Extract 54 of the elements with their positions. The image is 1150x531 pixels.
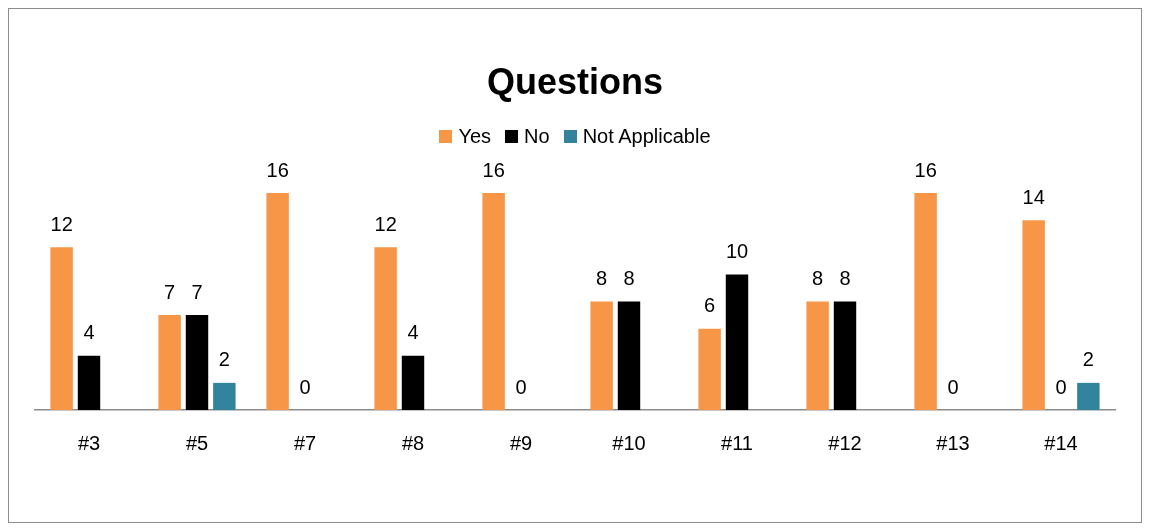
data-label: 2 (218, 348, 230, 371)
bar (1022, 220, 1045, 410)
x-tick-label: #9 (509, 431, 533, 454)
x-tick-label: #13 (936, 431, 970, 454)
bar (698, 328, 721, 410)
data-label: 10 (725, 239, 749, 262)
x-tick-label: #14 (1044, 431, 1078, 454)
bar (806, 301, 829, 410)
bar (266, 193, 289, 410)
legend-label: Not Applicable (582, 124, 711, 148)
bar (374, 247, 397, 410)
bar (158, 315, 181, 410)
bar (213, 382, 236, 410)
bar (185, 315, 209, 410)
x-tick-label: #10 (612, 431, 646, 454)
bar (617, 301, 641, 410)
data-label: 4 (83, 321, 95, 344)
bar (725, 274, 749, 410)
bar (590, 301, 613, 410)
data-label: 16 (482, 158, 505, 181)
data-label: 7 (164, 280, 176, 303)
bar (914, 193, 937, 410)
x-tick-label: #8 (401, 431, 425, 454)
data-label: 0 (299, 375, 311, 398)
legend-label: No (524, 124, 550, 148)
data-label: 16 (266, 158, 289, 181)
bar (833, 301, 857, 410)
chart-title: Questions (486, 60, 664, 103)
x-tick-label: #7 (293, 431, 317, 454)
data-label: 14 (1022, 185, 1045, 208)
data-label: 8 (623, 267, 635, 290)
legend-label: Yes (458, 124, 492, 148)
data-label: 0 (947, 375, 959, 398)
x-tick-label: #12 (828, 431, 862, 454)
bar (50, 247, 73, 410)
data-label: 0 (1055, 375, 1067, 398)
data-label: 6 (704, 294, 716, 317)
x-tick-label: #3 (77, 431, 101, 454)
data-label: 8 (839, 267, 851, 290)
data-label: 8 (812, 267, 824, 290)
x-tick-label: #5 (185, 431, 209, 454)
data-label: 0 (515, 375, 527, 398)
bar (401, 355, 425, 410)
data-label: 12 (374, 212, 397, 235)
x-tick-label: #11 (721, 431, 753, 454)
data-label: 7 (191, 280, 203, 303)
data-label: 4 (407, 321, 419, 344)
data-label: 2 (1082, 348, 1094, 371)
bar (1077, 382, 1100, 410)
data-label: 12 (50, 212, 73, 235)
data-label: 16 (914, 158, 937, 181)
bar (77, 355, 101, 410)
data-label: 8 (596, 267, 608, 290)
bar (482, 193, 505, 410)
